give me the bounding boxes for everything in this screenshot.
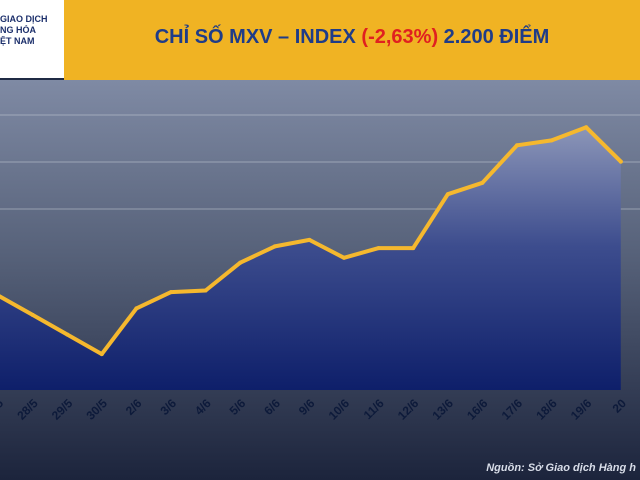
data-point-3	[99, 352, 104, 357]
title-change: (-2,63%)	[361, 26, 439, 48]
data-point-17	[584, 125, 589, 130]
chart: /5 28/5 29/5 30/5 2/6 3/6 4/6 5/6 6/6 9/6 10/6 11/6…	[0, 80, 640, 480]
data-point-4	[134, 306, 139, 311]
data-point-11	[376, 246, 381, 251]
data-point-15	[515, 143, 519, 148]
data-point-12	[411, 246, 416, 251]
data-point-6	[203, 288, 208, 293]
logo-line-3: ỆT NAM	[0, 36, 35, 46]
data-point-18	[618, 159, 623, 164]
title-suffix: 2.200 ĐIỂM	[438, 26, 550, 48]
chart-title: CHỈ SỐ MXV – INDEX (-2,63%) 2.200 ĐIỂM	[64, 26, 640, 49]
source-note: Nguồn: Sở Giao dịch Hàng h	[486, 462, 636, 474]
data-point-16	[549, 138, 554, 143]
logo-line-1: GIAO DỊCH	[0, 14, 48, 24]
data-point-10	[342, 255, 346, 260]
series-area	[0, 127, 621, 390]
data-point-14	[480, 180, 485, 185]
title-prefix: CHỈ SỐ MXV – INDEX	[154, 26, 362, 48]
x-tick-label: /5	[0, 396, 6, 413]
logo-line-2: NG HÓA	[0, 25, 36, 35]
data-point-8	[272, 244, 277, 249]
data-point-2	[65, 332, 70, 337]
header-band: CHỈ SỐ MXV – INDEX (-2,63%) 2.200 ĐIỂM	[64, 0, 640, 80]
data-point-1	[30, 312, 35, 317]
data-point-5	[169, 290, 173, 295]
logo-text: GIAO DỊCH NG HÓA ỆT NAM	[0, 14, 64, 47]
data-point-7	[238, 260, 243, 265]
logo: GIAO DỊCH NG HÓA ỆT NAM	[0, 0, 64, 78]
data-point-9	[307, 237, 312, 242]
data-point-13	[445, 192, 450, 197]
